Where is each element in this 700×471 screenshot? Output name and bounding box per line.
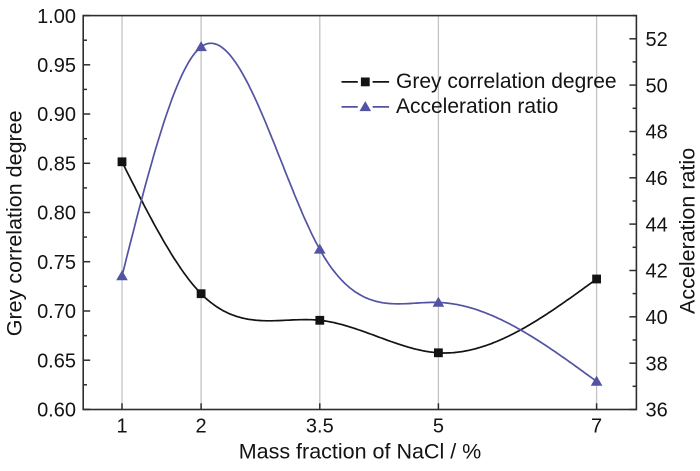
svg-text:0.70: 0.70 bbox=[37, 301, 76, 323]
svg-text:0.60: 0.60 bbox=[37, 400, 76, 422]
svg-text:Acceleration ratio: Acceleration ratio bbox=[676, 148, 700, 314]
svg-text:50: 50 bbox=[646, 75, 668, 97]
svg-text:0.75: 0.75 bbox=[37, 252, 76, 274]
svg-text:Grey correlation degree: Grey correlation degree bbox=[396, 70, 617, 93]
svg-text:0.80: 0.80 bbox=[37, 203, 76, 225]
svg-text:40: 40 bbox=[646, 307, 668, 329]
svg-text:5: 5 bbox=[433, 415, 444, 437]
svg-text:42: 42 bbox=[646, 261, 668, 283]
svg-text:Acceleration ratio: Acceleration ratio bbox=[396, 95, 558, 118]
svg-text:1.00: 1.00 bbox=[37, 6, 76, 28]
svg-text:3.5: 3.5 bbox=[306, 415, 334, 437]
svg-text:48: 48 bbox=[646, 122, 668, 144]
svg-text:52: 52 bbox=[646, 29, 668, 51]
svg-text:0.65: 0.65 bbox=[37, 350, 76, 372]
svg-text:2: 2 bbox=[196, 415, 207, 437]
svg-text:0.95: 0.95 bbox=[37, 55, 76, 77]
svg-text:1: 1 bbox=[116, 415, 127, 437]
svg-text:44: 44 bbox=[646, 214, 668, 236]
svg-text:36: 36 bbox=[646, 400, 668, 422]
svg-text:Mass fraction of NaCl / %: Mass fraction of NaCl / % bbox=[239, 440, 482, 464]
svg-text:46: 46 bbox=[646, 168, 668, 190]
svg-text:7: 7 bbox=[591, 415, 602, 437]
svg-text:Grey correlation degree: Grey correlation degree bbox=[3, 110, 27, 336]
svg-text:0.90: 0.90 bbox=[37, 104, 76, 126]
svg-text:0.85: 0.85 bbox=[37, 154, 76, 176]
svg-text:38: 38 bbox=[646, 353, 668, 375]
